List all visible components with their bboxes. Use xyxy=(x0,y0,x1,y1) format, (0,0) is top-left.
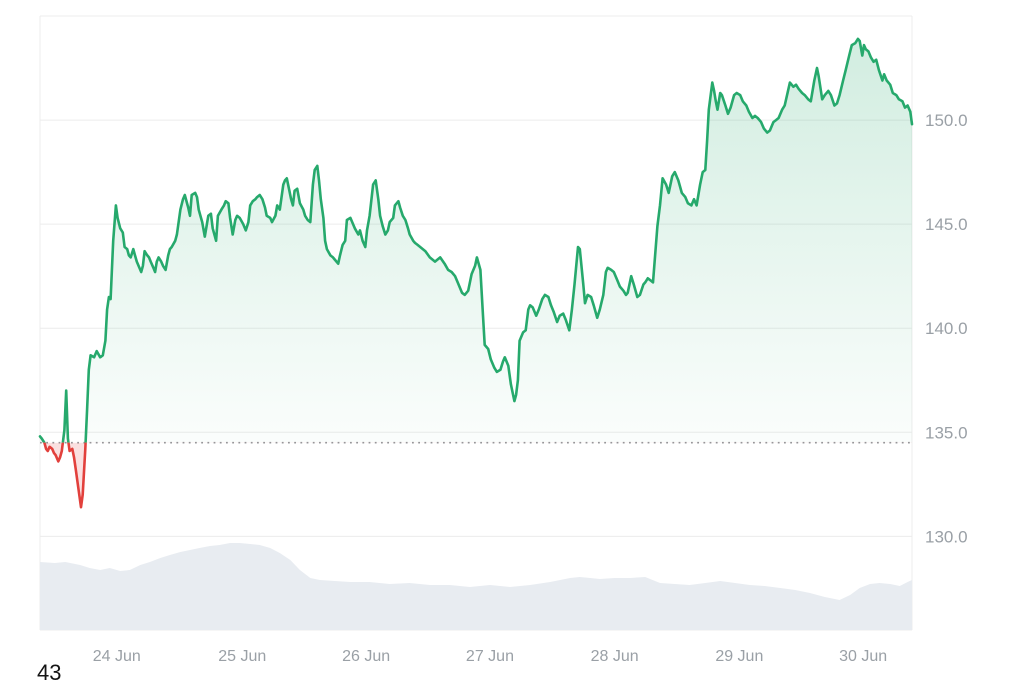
y-axis-label: 130.0 xyxy=(925,527,968,546)
price-area-fill-up xyxy=(40,38,912,443)
y-axis-label: 135.0 xyxy=(925,423,968,442)
y-axis-label: 145.0 xyxy=(925,215,968,234)
corner-number: 43 xyxy=(37,660,62,683)
volume-area xyxy=(40,543,912,630)
y-axis-label: 150.0 xyxy=(925,111,968,130)
x-axis-label: 25 Jun xyxy=(218,648,266,665)
x-axis-label: 24 Jun xyxy=(93,648,141,665)
x-axis-label: 26 Jun xyxy=(342,648,390,665)
x-axis-label: 28 Jun xyxy=(591,648,639,665)
price-line-up xyxy=(38,37,914,443)
y-axis-label: 140.0 xyxy=(925,319,968,338)
x-axis-label: 29 Jun xyxy=(715,648,763,665)
x-axis-label: 30 Jun xyxy=(839,648,887,665)
x-axis-label: 27 Jun xyxy=(466,648,514,665)
